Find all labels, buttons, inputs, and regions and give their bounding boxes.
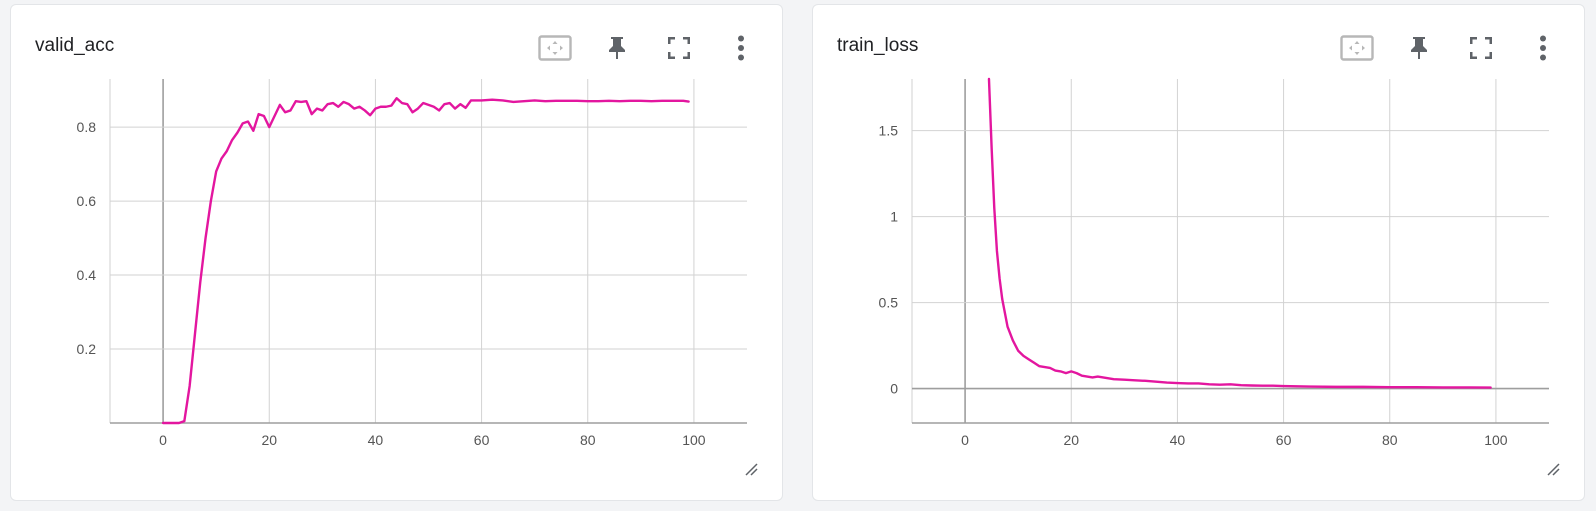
x-tick-label: 40	[1170, 432, 1186, 448]
card-toolbar	[1316, 31, 1564, 65]
fullscreen-button[interactable]	[658, 31, 700, 65]
x-tick-label: 100	[682, 432, 706, 448]
fullscreen-icon	[1470, 37, 1492, 59]
x-tick-label: 0	[159, 432, 167, 448]
more-options-button[interactable]	[720, 31, 762, 65]
pin-icon	[609, 37, 625, 59]
pin-button[interactable]	[1398, 31, 1440, 65]
y-tick-label: 0.4	[77, 267, 97, 283]
more-vert-icon	[738, 35, 744, 61]
pin-icon	[1411, 37, 1427, 59]
y-tick-label: 0.8	[77, 119, 97, 135]
y-tick-label: 0.2	[77, 341, 97, 357]
x-tick-label: 0	[961, 432, 969, 448]
chart-title: valid_acc	[35, 35, 115, 56]
fit-domain-button[interactable]	[534, 31, 576, 65]
y-tick-label: 1	[890, 209, 898, 225]
chart-plot-train-loss: 0 20 40 60 80 100 0 0.5 1 1.5	[879, 77, 1549, 448]
chart-card-train-loss: train_loss 0 20 40 60 80 100 0 0.5 1 1.5	[812, 4, 1585, 501]
fit-domain-button[interactable]	[1336, 31, 1378, 65]
x-tick-label: 40	[368, 432, 384, 448]
x-tick-label: 80	[1382, 432, 1398, 448]
resize-handle-icon[interactable]	[1546, 462, 1560, 476]
fit-domain-icon	[538, 35, 572, 61]
resize-handle-icon[interactable]	[744, 462, 758, 476]
chart-card-valid-acc: valid_acc 0 20 40 60 80 100 0.2 0.4 0.6 0.8	[10, 4, 783, 501]
x-tick-label: 20	[1063, 432, 1079, 448]
card-toolbar	[514, 31, 762, 65]
more-vert-icon	[1540, 35, 1546, 61]
chart-plot-valid-acc: 0 20 40 60 80 100 0.2 0.4 0.6 0.8	[77, 79, 747, 448]
fit-domain-icon	[1340, 35, 1374, 61]
fullscreen-button[interactable]	[1460, 31, 1502, 65]
series-line	[987, 77, 1492, 389]
y-tick-label: 0.6	[77, 193, 97, 209]
more-options-button[interactable]	[1522, 31, 1564, 65]
x-tick-label: 20	[261, 432, 277, 448]
series-line	[161, 97, 690, 425]
y-tick-label: 0.5	[879, 295, 899, 311]
x-tick-label: 60	[474, 432, 490, 448]
x-tick-label: 100	[1484, 432, 1508, 448]
pin-button[interactable]	[596, 31, 638, 65]
y-tick-label: 0	[890, 381, 898, 397]
x-tick-label: 60	[1276, 432, 1292, 448]
fullscreen-icon	[668, 37, 690, 59]
y-tick-label: 1.5	[879, 123, 899, 139]
chart-title: train_loss	[837, 35, 919, 56]
x-tick-label: 80	[580, 432, 596, 448]
